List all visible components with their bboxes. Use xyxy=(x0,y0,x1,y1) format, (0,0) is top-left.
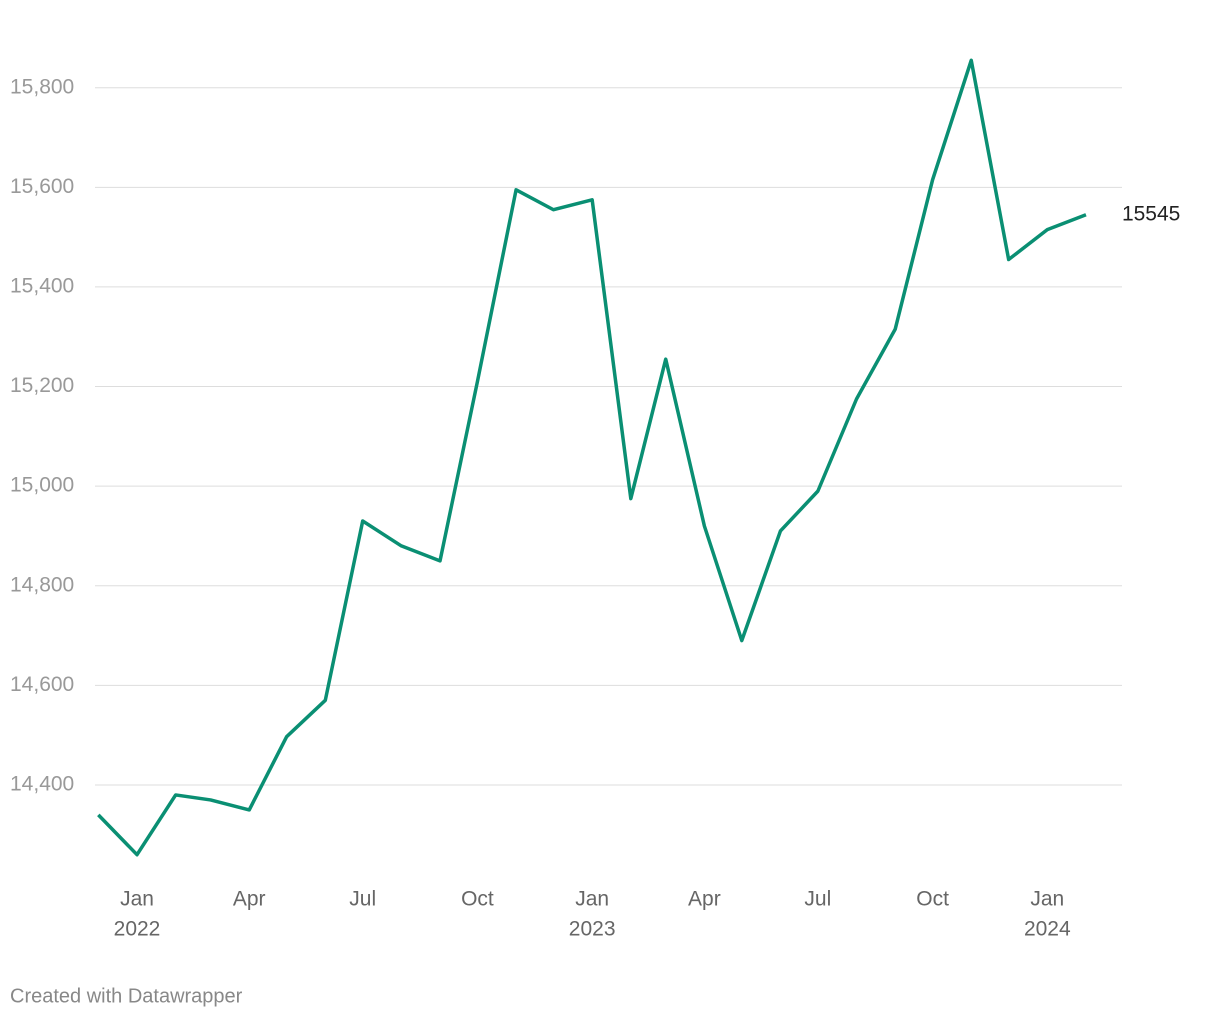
footer: Created with Datawrapper xyxy=(10,985,243,1007)
y-tick-label: 14,600 xyxy=(10,673,74,696)
x-tick-year: 2022 xyxy=(114,918,161,941)
x-tick-label: Oct xyxy=(461,888,494,911)
x-tick-label: Jan xyxy=(575,888,609,911)
line xyxy=(97,58,1087,857)
y-tick-label: 14,400 xyxy=(10,773,74,796)
x-tick-label: Oct xyxy=(916,888,949,911)
x-tick-year: 2024 xyxy=(1024,918,1071,941)
y-tick-label: 15,400 xyxy=(10,274,74,297)
x-tick-label: Apr xyxy=(688,888,721,911)
x-tick-label: Apr xyxy=(233,888,266,911)
y-tick-label: 15,200 xyxy=(10,374,74,397)
end-label: 15545 xyxy=(1122,202,1180,225)
y-tick-label: 15,600 xyxy=(10,175,74,198)
x-tick-label: Jan xyxy=(1030,888,1064,911)
y-tick-label: 15,000 xyxy=(10,474,74,497)
x-tick-label: Jan xyxy=(120,888,154,911)
x-tick-year: 2023 xyxy=(569,918,616,941)
y-tick-label: 14,800 xyxy=(10,573,74,596)
y-tick-label: 15,800 xyxy=(10,75,74,98)
x-tick-label: Jul xyxy=(349,888,376,911)
x-tick-label: Jul xyxy=(804,888,831,911)
